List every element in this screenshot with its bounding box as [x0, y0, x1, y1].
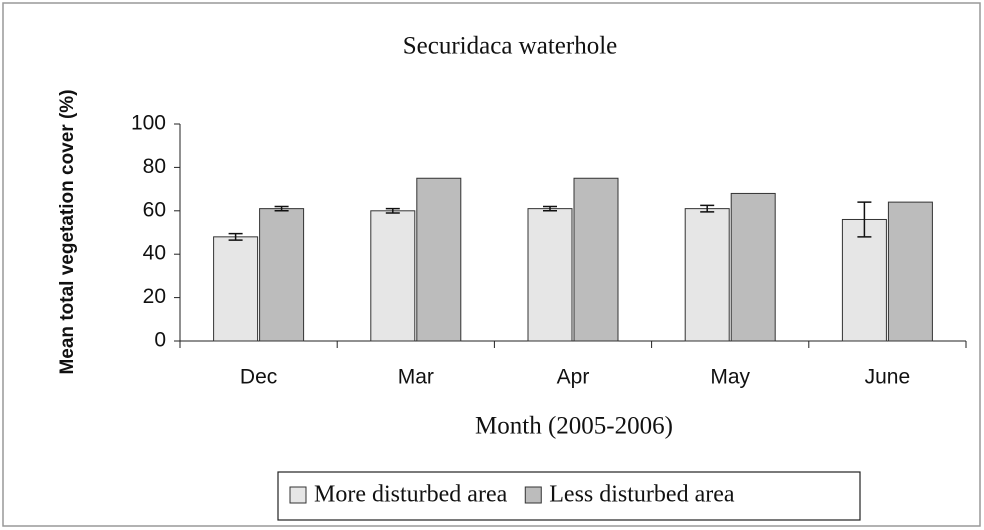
- legend-label: Less disturbed area: [549, 482, 735, 508]
- chart-title: Securidaca waterhole: [403, 33, 617, 60]
- error-bar: [700, 204, 715, 213]
- error-bar: [274, 205, 289, 212]
- legend-swatch: [289, 486, 307, 504]
- x-tick-label: Dec: [240, 366, 277, 389]
- error-bar: [543, 205, 557, 212]
- bar: [259, 208, 305, 342]
- x-tick-label: June: [865, 366, 911, 389]
- error-bar: [228, 232, 243, 241]
- y-tick-label: 60: [143, 198, 166, 221]
- legend-box: [277, 471, 861, 521]
- bar: [416, 177, 462, 342]
- x-tick-label: Mar: [398, 366, 434, 389]
- bar: [527, 208, 573, 342]
- x-tick-label: May: [710, 366, 750, 389]
- bar: [213, 236, 259, 342]
- y-tick-label: 80: [143, 155, 166, 178]
- y-tick-label: 0: [154, 329, 166, 352]
- error-bar: [385, 207, 400, 214]
- bar: [887, 201, 933, 342]
- bar: [573, 177, 619, 342]
- x-axis-label: Month (2005-2006): [475, 413, 673, 440]
- error-bar: [857, 201, 872, 238]
- bar: [684, 208, 730, 342]
- bar: [730, 192, 776, 342]
- y-tick-label: 20: [143, 285, 166, 308]
- bar: [841, 218, 887, 342]
- x-tick-label: Apr: [557, 366, 590, 389]
- y-tick-label: 100: [131, 112, 166, 135]
- bar: [370, 210, 416, 342]
- legend-label: More disturbed area: [314, 482, 508, 508]
- y-tick-label: 40: [143, 242, 166, 265]
- legend-swatch: [524, 486, 542, 504]
- y-axis-label: Mean total vegetation cover (%): [57, 89, 78, 374]
